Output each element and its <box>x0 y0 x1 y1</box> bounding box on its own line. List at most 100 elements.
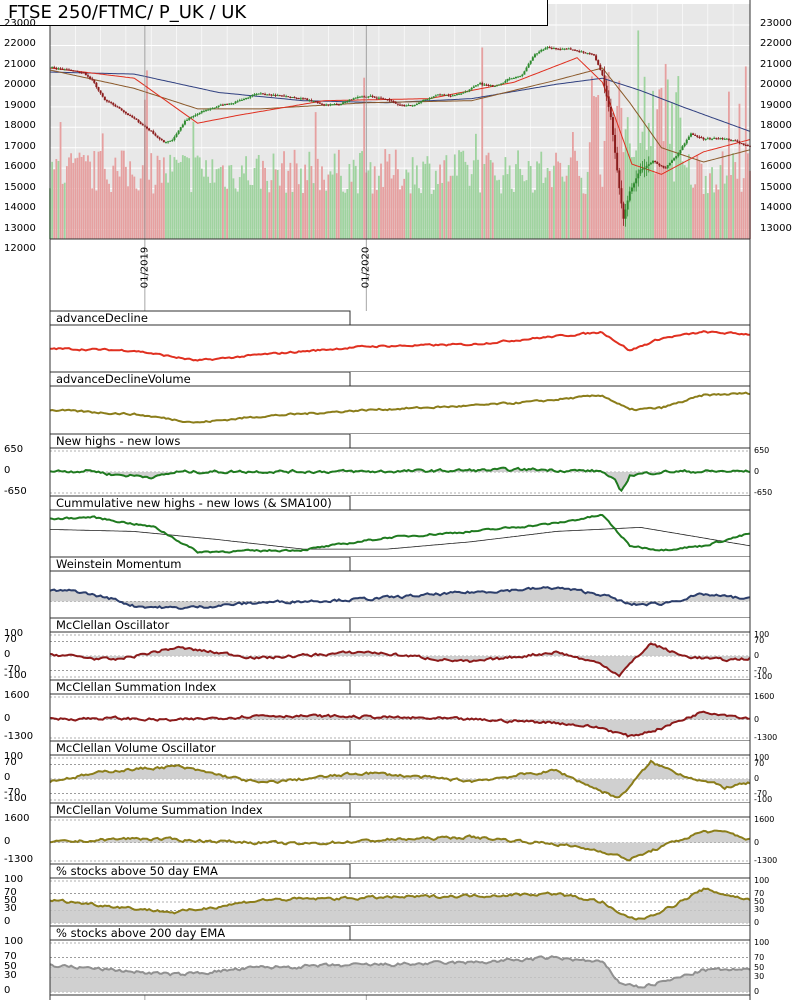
volume-bar <box>272 153 275 239</box>
volume-bar <box>181 155 184 239</box>
candle-body <box>441 94 444 96</box>
candle-body <box>495 85 498 87</box>
candle-body <box>527 63 530 68</box>
panel-ytick-right: 0 <box>754 987 760 996</box>
candle-body <box>660 165 663 167</box>
volume-bar <box>165 173 167 239</box>
volume-bar <box>173 157 176 239</box>
candle-body <box>285 96 288 98</box>
volume-bar <box>329 171 332 239</box>
volume-bar <box>420 193 422 239</box>
volume-bar <box>148 179 150 239</box>
volume-bar <box>314 112 317 239</box>
candle-body <box>255 93 258 95</box>
panel-label-newHighsLows: New highs - new lows <box>56 434 181 448</box>
candle-body <box>523 71 526 75</box>
panel-line-mcclellanSummation <box>49 710 751 738</box>
candle-body <box>633 183 636 188</box>
panel-advanceDeclineVolume <box>49 371 751 435</box>
volume-bar <box>668 143 671 239</box>
volume-bar <box>162 157 165 239</box>
candle-body <box>234 101 237 104</box>
candle-body <box>689 133 692 137</box>
price-ytick-left: 12000 <box>4 243 36 254</box>
candle-body <box>247 97 250 99</box>
volume-bar <box>135 188 138 239</box>
candle-body <box>557 48 560 50</box>
volume-bar <box>430 193 433 239</box>
volume-bar <box>550 187 553 239</box>
volume-bar <box>462 150 465 239</box>
volume-bar <box>637 30 640 239</box>
volume-bar <box>620 107 623 239</box>
candle-body <box>213 107 216 109</box>
panel-area <box>50 956 750 992</box>
volume-bar <box>631 157 633 239</box>
volume-bar <box>744 66 747 240</box>
candle-body <box>169 140 172 142</box>
candle-body <box>586 53 589 55</box>
volume-bar <box>302 192 304 239</box>
candle-body <box>386 99 389 101</box>
candle-body <box>555 48 558 50</box>
panel-ytick-left: 0 <box>4 916 11 927</box>
candle-body <box>567 48 570 50</box>
candle-body <box>160 138 163 141</box>
volume-bar <box>80 156 83 239</box>
volume-bar <box>740 191 743 239</box>
candle-body <box>670 160 673 163</box>
candle-body <box>603 75 606 86</box>
candle-body <box>428 98 431 100</box>
candle-body <box>498 84 501 86</box>
volume-bar <box>200 168 203 239</box>
panel-ytick-left: 70 <box>4 757 17 769</box>
volume-bar <box>715 184 718 239</box>
candle-body <box>350 99 353 101</box>
volume-bar <box>152 193 155 239</box>
candle-body <box>578 51 581 53</box>
candle-body <box>371 95 374 97</box>
volume-bar <box>259 188 262 239</box>
candle-body <box>576 50 579 52</box>
candle-body <box>436 94 439 96</box>
volume-bar <box>295 163 298 239</box>
candle-body <box>230 103 233 105</box>
panel-cumulativeNewHighsLows <box>49 495 751 558</box>
candle-body <box>466 91 469 93</box>
volume-bar <box>664 63 667 239</box>
volume-bar <box>656 109 659 239</box>
candle-body <box>696 135 699 137</box>
panel-ytick-left: 30 <box>4 903 17 915</box>
volume-bar <box>732 153 735 239</box>
volume-bar <box>177 162 180 239</box>
volume-bar <box>76 157 79 239</box>
volume-bar <box>213 182 216 239</box>
candle-body <box>529 60 532 64</box>
candle-body <box>694 134 697 136</box>
panel-label-mcclellanVolumeSummation: McClellan Volume Summation Index <box>56 803 263 817</box>
volume-bar <box>635 150 638 239</box>
volume-bar <box>449 175 452 239</box>
volume-bar <box>63 182 66 239</box>
volume-bar <box>59 122 62 239</box>
candle-body <box>162 140 165 143</box>
candle-body <box>388 99 391 101</box>
candle-body <box>639 169 642 174</box>
candle-body <box>164 142 167 144</box>
price-ytick-left: 22000 <box>4 38 36 50</box>
candle-body <box>592 54 595 56</box>
volume-bar <box>536 161 538 239</box>
volume-bar <box>736 178 739 239</box>
volume-bar <box>394 149 397 239</box>
candle-body <box>232 103 235 105</box>
candle-body <box>462 92 465 94</box>
panel-ytick-right: 100 <box>754 753 770 762</box>
candle-body <box>702 137 705 140</box>
candle-body <box>477 84 480 86</box>
volume-bar <box>378 175 380 239</box>
volume-bar <box>595 97 597 240</box>
volume-bar <box>359 152 361 239</box>
candle-body <box>717 138 720 140</box>
panel-label-mcclellanSummation: McClellan Summation Index <box>56 680 217 694</box>
candle-body <box>173 136 176 141</box>
